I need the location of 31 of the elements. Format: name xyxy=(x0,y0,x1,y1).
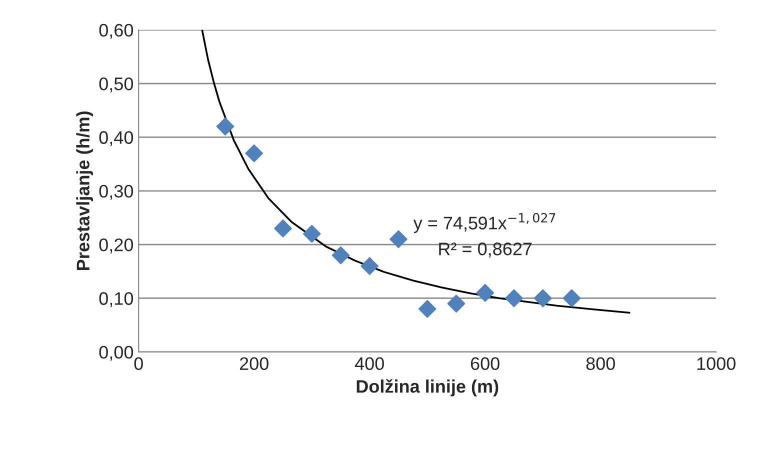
y-axis-title: Prestavljanje (h/m) xyxy=(76,112,94,270)
point xyxy=(360,257,379,276)
x-tick-label: 600 xyxy=(470,357,500,370)
y-tick-label: 0,40 xyxy=(99,131,134,146)
x-tick-label: 800 xyxy=(586,357,615,370)
x-tick-label: 1000 xyxy=(697,357,736,370)
y-tick-label: 0,00 xyxy=(99,346,134,361)
point xyxy=(418,300,436,318)
y-tick-label: 0,10 xyxy=(99,292,134,308)
line-series xyxy=(201,30,630,314)
point xyxy=(534,289,552,308)
point xyxy=(216,118,234,136)
point xyxy=(274,219,292,238)
annotation: R² = 0,8627 xyxy=(439,242,532,258)
point xyxy=(562,289,581,308)
y-tick-label: 0,30 xyxy=(99,184,134,200)
y-tick-label: 0,60 xyxy=(99,24,134,39)
x-axis-title: Dolžina linije (m) xyxy=(356,379,498,396)
y-tick-label: 0,20 xyxy=(99,238,134,254)
x-tick-label: 200 xyxy=(240,357,268,370)
annotation: y = 74,591x$^{−1,027}$ xyxy=(413,212,556,234)
point xyxy=(302,224,321,243)
point xyxy=(504,289,523,308)
y-tick-label: 0,50 xyxy=(99,78,134,92)
x-tick-label: 0 xyxy=(134,357,143,370)
point xyxy=(389,230,408,248)
x-tick-label: 400 xyxy=(354,357,384,370)
point xyxy=(447,294,466,313)
point xyxy=(245,144,264,162)
point xyxy=(476,284,494,302)
point xyxy=(332,246,350,264)
